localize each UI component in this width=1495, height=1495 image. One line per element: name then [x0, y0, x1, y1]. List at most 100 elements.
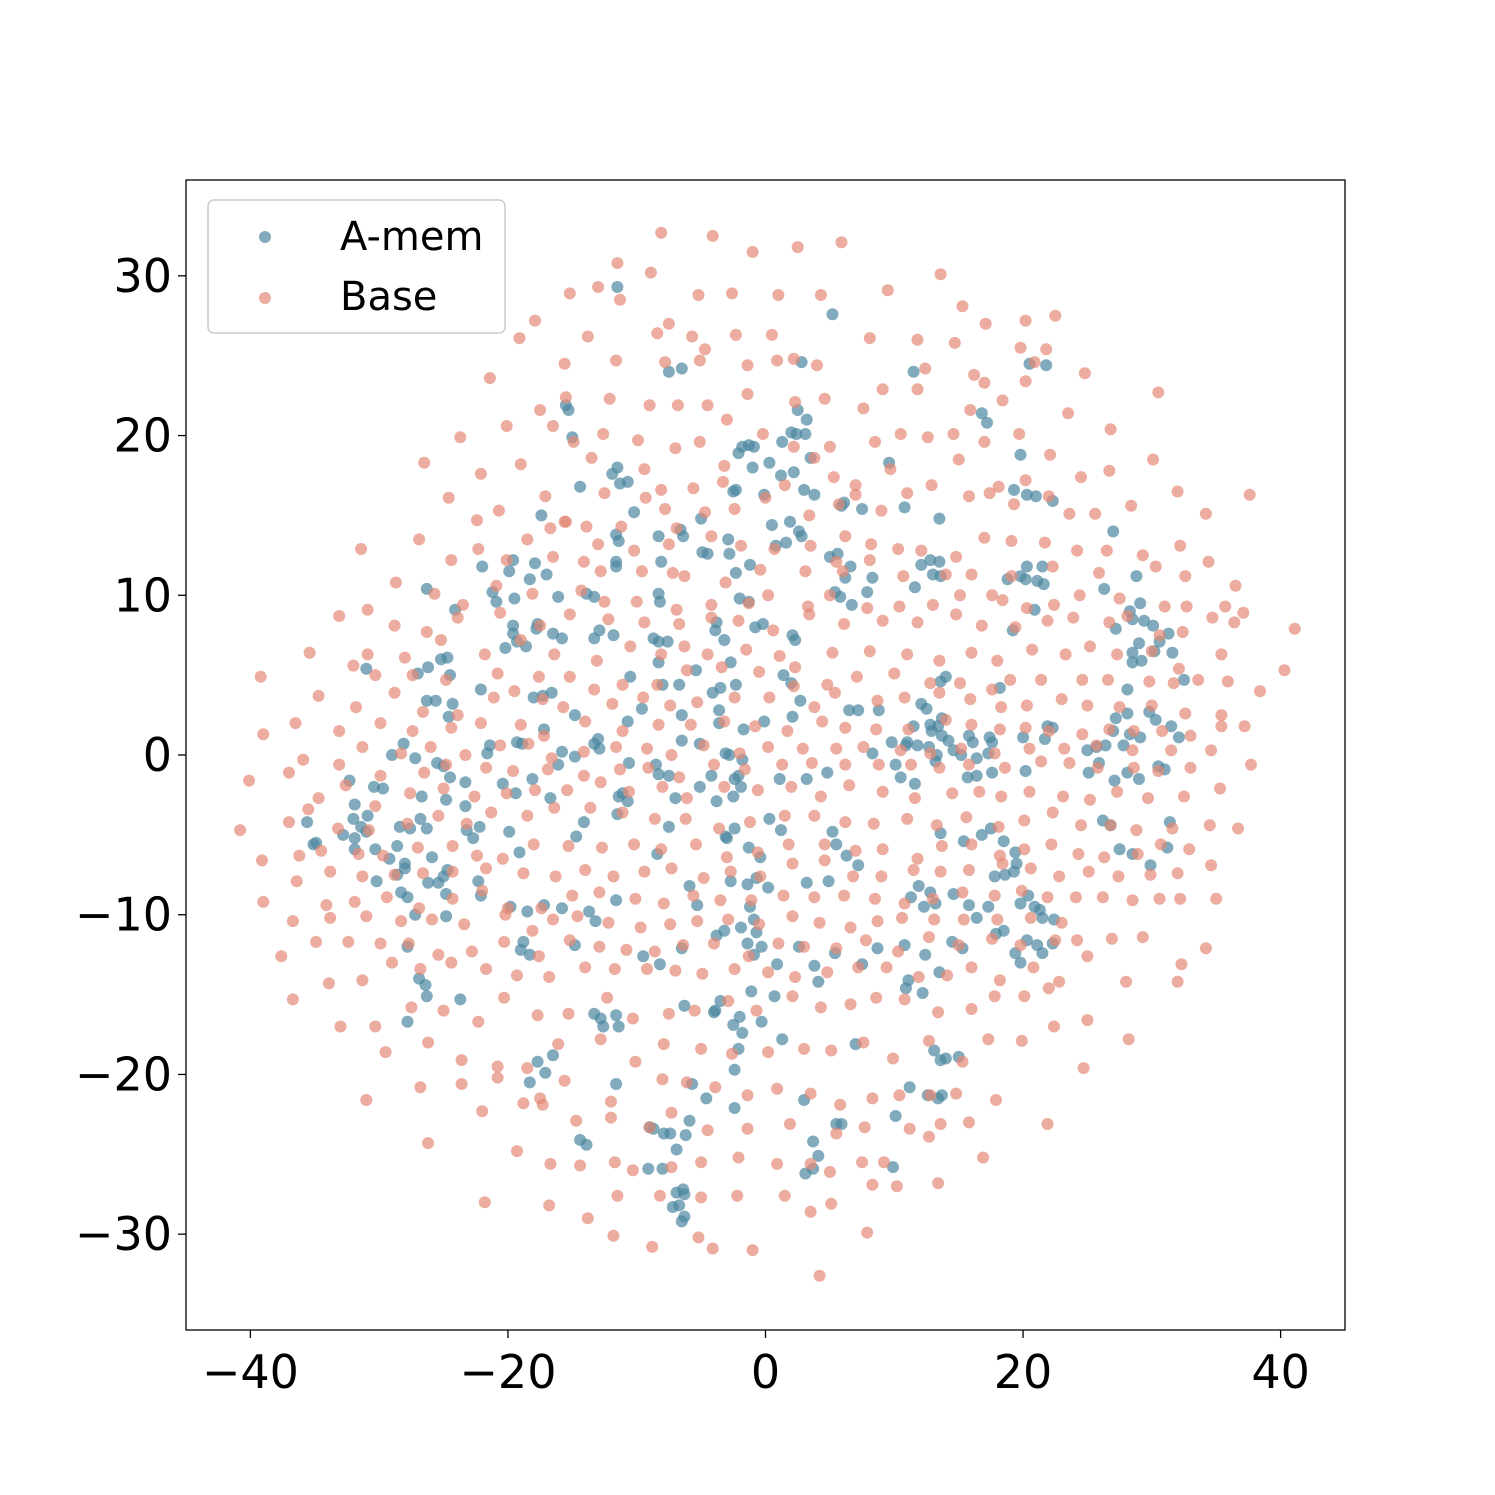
- data-point-base: [687, 482, 700, 495]
- data-point-a-mem: [1098, 582, 1111, 595]
- data-point-base: [1008, 498, 1020, 511]
- data-point-base: [1126, 894, 1139, 907]
- data-point-a-mem: [787, 466, 800, 479]
- data-point-base: [1215, 720, 1228, 733]
- data-point-base: [581, 1212, 594, 1225]
- data-point-base: [485, 806, 498, 819]
- data-point-a-mem: [570, 830, 583, 843]
- data-point-base: [1156, 725, 1169, 737]
- data-point-a-mem: [521, 905, 534, 918]
- data-point-a-mem: [440, 793, 453, 806]
- data-point-base: [507, 765, 520, 777]
- data-point-base: [965, 1003, 978, 1015]
- data-point-base: [584, 801, 597, 814]
- data-point-base: [1089, 507, 1102, 520]
- data-point-a-mem: [523, 948, 536, 961]
- data-point-base: [577, 555, 590, 568]
- data-point-base: [513, 332, 526, 345]
- data-point-base: [952, 453, 965, 466]
- data-point-base: [830, 942, 843, 955]
- data-point-base: [677, 939, 690, 952]
- data-point-base: [563, 934, 576, 947]
- data-point-base: [418, 456, 431, 469]
- data-point-a-mem: [822, 875, 835, 888]
- data-point-a-mem: [1107, 525, 1120, 538]
- data-point-base: [836, 565, 849, 578]
- data-point-a-mem: [419, 979, 432, 991]
- data-point-base: [350, 701, 362, 714]
- data-point-base: [517, 1097, 530, 1110]
- data-point-base: [835, 236, 848, 249]
- data-point-base: [545, 752, 558, 765]
- data-point-a-mem: [762, 881, 775, 894]
- data-point-base: [1219, 600, 1232, 613]
- data-point-base: [662, 538, 675, 551]
- data-point-a-mem: [574, 1133, 587, 1146]
- data-point-base: [655, 648, 668, 661]
- data-point-a-mem: [1165, 720, 1178, 733]
- data-point-a-mem: [440, 910, 453, 923]
- data-point-base: [935, 840, 948, 852]
- data-point-a-mem: [348, 832, 361, 845]
- data-point-base: [992, 820, 1005, 833]
- data-point-base: [665, 862, 678, 875]
- data-point-a-mem: [1135, 654, 1148, 667]
- data-point-base: [888, 667, 901, 680]
- data-point-base: [1091, 761, 1104, 774]
- data-point-base: [451, 611, 464, 624]
- data-point-base: [688, 1004, 701, 1017]
- data-point-base: [1174, 892, 1187, 905]
- data-point-a-mem: [568, 750, 581, 763]
- y-tick-label: 20: [113, 409, 172, 463]
- data-point-base: [662, 1007, 675, 1020]
- data-point-a-mem: [758, 715, 771, 728]
- data-point-a-mem: [997, 924, 1010, 937]
- data-point-a-mem: [652, 768, 665, 781]
- data-point-base: [859, 934, 872, 947]
- data-point-a-mem: [709, 624, 722, 637]
- data-point-a-mem: [915, 558, 928, 571]
- data-point-base: [575, 584, 588, 597]
- data-point-base: [389, 576, 402, 589]
- data-point-base: [1024, 862, 1037, 875]
- data-point-base: [544, 1157, 557, 1170]
- data-point-base: [406, 669, 419, 682]
- data-point-base: [1015, 884, 1028, 897]
- data-point-base: [535, 902, 548, 915]
- data-point-a-mem: [544, 792, 557, 805]
- data-point-a-mem: [729, 678, 742, 691]
- data-point-a-mem: [843, 704, 856, 717]
- data-point-a-mem: [799, 428, 812, 440]
- data-point-base: [352, 848, 365, 860]
- data-point-base: [1045, 838, 1058, 851]
- y-tick-label: −20: [75, 1047, 172, 1101]
- data-point-base: [991, 654, 1004, 667]
- data-point-base: [844, 921, 857, 934]
- data-point-base: [715, 661, 728, 674]
- data-point-base: [413, 902, 426, 915]
- data-point-base: [771, 1082, 784, 1095]
- data-point-base: [871, 694, 884, 707]
- data-point-base: [1178, 790, 1190, 803]
- data-point-a-mem: [662, 769, 675, 782]
- data-point-base: [911, 852, 924, 865]
- data-point-base: [402, 937, 415, 950]
- data-point-a-mem: [933, 555, 946, 568]
- data-point-base: [911, 383, 924, 396]
- data-point-base: [706, 229, 719, 242]
- data-point-a-mem: [691, 899, 704, 912]
- data-point-a-mem: [747, 440, 760, 453]
- data-point-base: [950, 1087, 963, 1100]
- data-point-base: [818, 854, 831, 867]
- data-point-base: [1153, 892, 1166, 905]
- data-point-base: [480, 963, 493, 975]
- data-point-base: [1176, 626, 1189, 638]
- data-point-base: [771, 354, 784, 367]
- data-point-base: [762, 966, 775, 979]
- data-point-a-mem: [513, 846, 526, 859]
- data-point-a-mem: [852, 859, 865, 872]
- data-point-base: [526, 924, 539, 937]
- data-point-base: [1018, 843, 1031, 856]
- data-point-a-mem: [1014, 897, 1027, 910]
- data-point-base: [919, 362, 932, 375]
